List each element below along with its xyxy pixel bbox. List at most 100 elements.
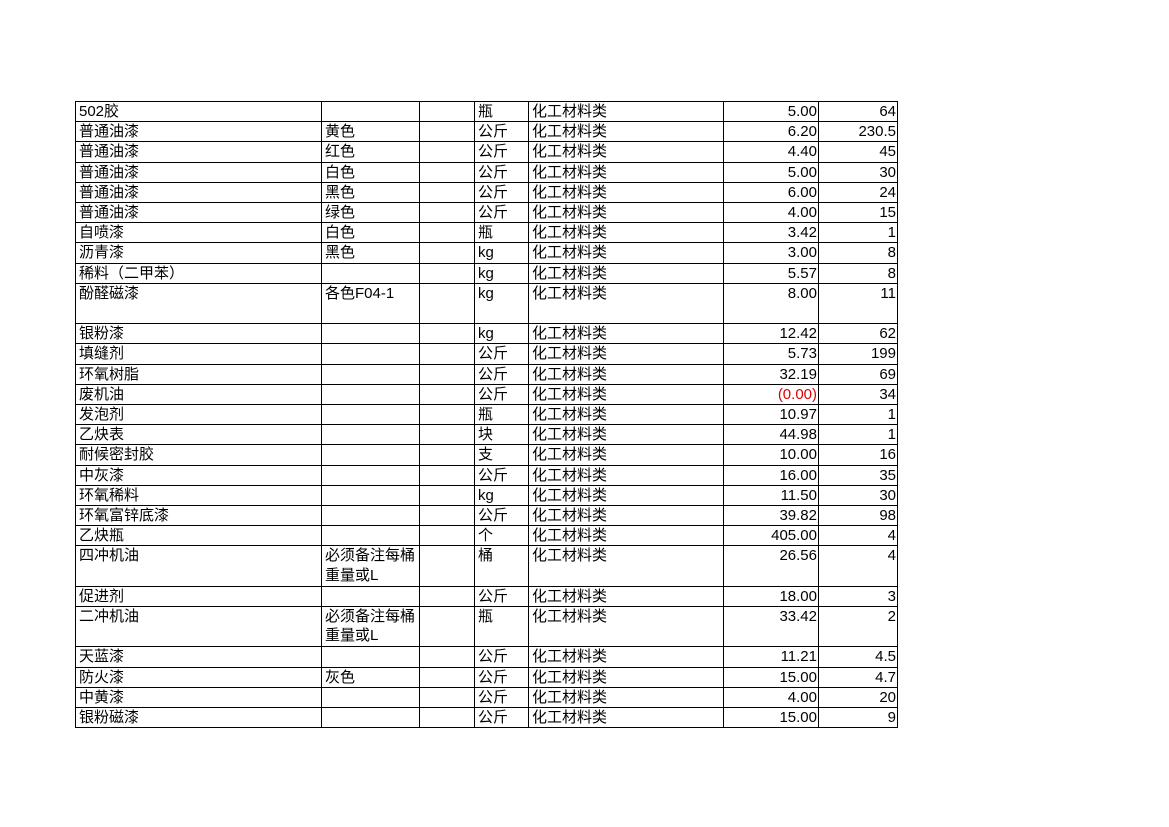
quantity-cell: 34 [818,383,898,406]
unit-cell: kg [474,484,529,507]
quantity-cell: 2 [818,606,898,648]
material-name-cell: 自喷漆 [75,222,322,244]
blank-cell [419,323,475,345]
quantity-cell: 8 [818,242,898,264]
price-cell: 10.00 [723,444,819,466]
blank-cell [419,404,475,426]
category-cell: 化工材料类 [528,444,724,466]
price-cell: 44.98 [723,424,819,446]
price-cell: 405.00 [723,525,819,547]
material-name-cell: 乙炔瓶 [75,525,322,547]
table-row: 环氧树脂 公斤 化工材料类 32.19 69 [75,363,898,385]
table-row: 普通油漆 黑色 公斤 化工材料类 6.00 24 [75,181,898,204]
unit-cell: kg [474,282,529,325]
quantity-cell: 98 [818,505,898,527]
quantity-cell: 4 [818,545,898,587]
unit-cell: 公斤 [474,505,529,527]
spec-cell [321,444,420,466]
blank-cell [419,484,475,507]
material-name-cell: 环氧富锌底漆 [75,505,322,527]
quantity-cell: 15 [818,202,898,224]
price-cell: 5.00 [723,161,819,183]
spec-cell [321,464,420,486]
price-cell: 12.42 [723,323,819,345]
blank-cell [419,121,475,143]
blank-cell [419,363,475,385]
table-row: 普通油漆 黄色 公斤 化工材料类 6.20 230.5 [75,121,898,143]
material-name-cell: 普通油漆 [75,181,322,204]
material-name-cell: 沥青漆 [75,242,322,264]
blank-cell [419,100,475,123]
material-name-cell: 填缝剂 [75,343,322,365]
material-name-cell: 二冲机油 [75,606,322,648]
spec-cell [321,404,420,426]
materials-table-body: 502胶瓶化工材料类 5.00 64 普通油漆 黄色 公斤 化工材料类 6.20 230.5 普通… [75,100,898,729]
spec-cell: 必须备注每桶重量或L [321,545,420,587]
category-cell: 化工材料类 [528,141,724,163]
table-row: 中灰漆 公斤 化工材料类 16.00 35 [75,464,898,486]
category-cell: 化工材料类 [528,707,724,729]
category-cell: 化工材料类 [528,100,724,123]
unit-cell: 瓶 [474,606,529,648]
blank-cell [419,424,475,446]
category-cell: 化工材料类 [528,262,724,284]
spec-cell: 白色 [321,161,420,183]
blank-cell [419,666,475,688]
material-name-cell: 天蓝漆 [75,646,322,668]
material-name-cell: 502胶 [75,100,322,123]
category-cell: 化工材料类 [528,323,724,345]
blank-cell [419,444,475,466]
spec-cell: 红色 [321,141,420,163]
unit-cell: 公斤 [474,141,529,163]
spec-cell [321,363,420,385]
spec-cell [321,323,420,345]
table-row: 促进剂 公斤 化工材料类 18.00 3 [75,585,898,608]
blank-cell [419,181,475,204]
table-row: 乙炔瓶 个化工材料类 405.00 4 [75,525,898,547]
blank-cell [419,525,475,547]
material-name-cell: 发泡剂 [75,404,322,426]
table-row: 中黄漆 公斤 化工材料类 4.00 20 [75,686,898,709]
material-name-cell: 耐候密封胶 [75,444,322,466]
unit-cell: 公斤 [474,343,529,365]
category-cell: 化工材料类 [528,121,724,143]
spec-cell: 灰色 [321,666,420,688]
table-row: 防火漆 灰色 公斤 化工材料类 15.00 4.7 [75,666,898,688]
unit-cell: kg [474,242,529,264]
category-cell: 化工材料类 [528,282,724,325]
unit-cell: 公斤 [474,202,529,224]
quantity-cell: 1 [818,404,898,426]
quantity-cell: 230.5 [818,121,898,143]
price-cell: 26.56 [723,545,819,587]
unit-cell: 公斤 [474,666,529,688]
quantity-cell: 16 [818,444,898,466]
table-row: 耐候密封胶 支化工材料类 10.00 16 [75,444,898,466]
unit-cell: 瓶 [474,100,529,123]
price-cell: 5.73 [723,343,819,365]
category-cell: 化工材料类 [528,242,724,264]
price-cell: 6.00 [723,181,819,204]
spec-cell [321,505,420,527]
blank-cell [419,262,475,284]
spec-cell: 各色F04-1 [321,282,420,325]
unit-cell: 公斤 [474,121,529,143]
quantity-cell: 9 [818,707,898,729]
material-name-cell: 防火漆 [75,666,322,688]
category-cell: 化工材料类 [528,404,724,426]
category-cell: 化工材料类 [528,545,724,587]
quantity-cell: 35 [818,464,898,486]
table-row: 普通油漆 白色 公斤 化工材料类 5.00 30 [75,161,898,183]
table-row: 502胶 瓶化工材料类 5.00 64 [75,100,898,123]
quantity-cell: 8 [818,262,898,284]
spec-cell [321,262,420,284]
category-cell: 化工材料类 [528,383,724,406]
unit-cell: 瓶 [474,222,529,244]
spec-cell: 黄色 [321,121,420,143]
blank-cell [419,282,475,325]
blank-cell [419,383,475,406]
quantity-cell: 4 [818,525,898,547]
unit-cell: 公斤 [474,181,529,204]
quantity-cell: 1 [818,222,898,244]
unit-cell: 公斤 [474,363,529,385]
price-cell: 4.40 [723,141,819,163]
